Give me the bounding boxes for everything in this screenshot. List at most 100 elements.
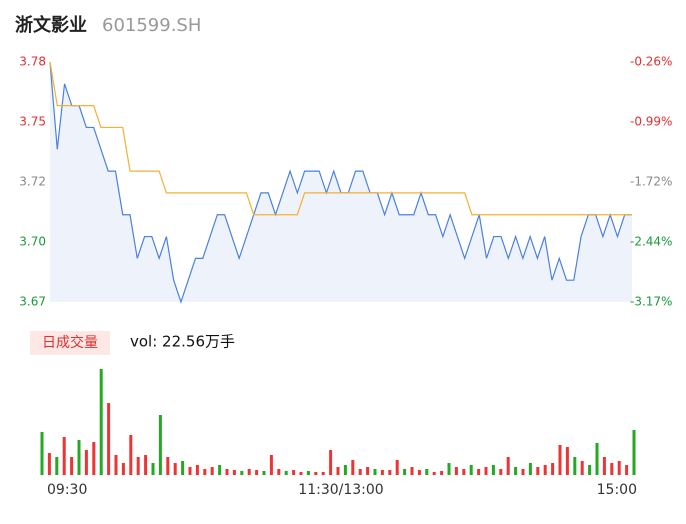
volume-bar bbox=[543, 465, 547, 475]
y2-tick-label: -2.44% bbox=[630, 235, 672, 249]
y-tick-label: 3.70 bbox=[19, 235, 46, 249]
volume-bar bbox=[484, 467, 488, 475]
volume-bar bbox=[380, 470, 384, 475]
volume-bar bbox=[314, 472, 318, 475]
volume-bar bbox=[425, 469, 429, 475]
volume-bar bbox=[558, 445, 562, 475]
volume-bar bbox=[588, 465, 592, 475]
volume-bar bbox=[129, 435, 133, 475]
volume-bar bbox=[195, 465, 199, 475]
volume-bar bbox=[40, 432, 44, 475]
volume-bar bbox=[151, 463, 155, 475]
volume-bar bbox=[477, 469, 481, 475]
volume-bar bbox=[55, 457, 59, 475]
y2-tick-label: -0.99% bbox=[630, 115, 672, 129]
volume-bar bbox=[499, 469, 503, 475]
volume-button-bg[interactable] bbox=[30, 331, 110, 355]
volume-bar bbox=[514, 467, 518, 475]
volume-bar bbox=[255, 470, 259, 475]
stock-name: 浙文影业 bbox=[15, 14, 87, 36]
volume-bar bbox=[210, 467, 214, 475]
volume-bar bbox=[432, 472, 436, 475]
volume-bar bbox=[403, 469, 407, 475]
volume-bar bbox=[447, 463, 451, 475]
volume-bar bbox=[232, 470, 236, 475]
volume-bar bbox=[506, 457, 510, 475]
volume-bar bbox=[136, 457, 140, 475]
average-line bbox=[49, 61, 632, 216]
volume-button[interactable]: 日成交量 bbox=[42, 334, 98, 351]
volume-bar bbox=[610, 463, 614, 475]
volume-bar bbox=[565, 447, 569, 475]
volume-bar bbox=[469, 465, 473, 475]
volume-bar bbox=[284, 471, 288, 475]
volume-bar bbox=[417, 470, 421, 475]
volume-bar bbox=[107, 403, 111, 475]
volume-bar bbox=[247, 469, 251, 475]
volume-bar bbox=[188, 467, 192, 475]
volume-bar bbox=[70, 457, 74, 475]
x-tick-label: 15:00 bbox=[597, 482, 637, 498]
volume-bar bbox=[262, 471, 266, 475]
volume-bar bbox=[203, 469, 207, 475]
volume-bar bbox=[395, 460, 399, 475]
y2-tick-label: -1.72% bbox=[630, 175, 672, 189]
volume-bar bbox=[454, 467, 458, 475]
x-tick-label: 09:30 bbox=[47, 482, 87, 498]
volume-bar bbox=[92, 442, 96, 475]
volume-bar bbox=[388, 470, 392, 475]
volume-bar bbox=[573, 457, 577, 475]
volume-bar bbox=[632, 430, 636, 475]
price-area bbox=[50, 62, 632, 302]
volume-bar bbox=[321, 472, 325, 475]
volume-bar bbox=[373, 469, 377, 475]
volume-bar bbox=[528, 463, 532, 475]
volume-bar bbox=[358, 469, 362, 475]
volume-bar bbox=[306, 471, 310, 475]
volume-bar bbox=[351, 460, 355, 475]
volume-bar bbox=[218, 465, 222, 475]
volume-bar bbox=[410, 467, 414, 475]
volume-bar bbox=[144, 455, 148, 475]
volume-bar bbox=[225, 469, 229, 475]
volume-bar bbox=[114, 455, 118, 475]
stock-code: 601599.SH bbox=[102, 15, 201, 36]
volume-bar bbox=[277, 469, 281, 475]
volume-bar bbox=[617, 461, 621, 475]
volume-bar bbox=[580, 461, 584, 475]
volume-bar bbox=[491, 465, 495, 475]
volume-bar bbox=[366, 467, 370, 475]
volume-text: vol: 22.56万手 bbox=[130, 333, 235, 351]
volume-bar bbox=[47, 453, 51, 475]
volume-bar bbox=[292, 470, 296, 475]
volume-bar bbox=[521, 469, 525, 475]
volume-bar bbox=[440, 471, 444, 475]
volume-bar bbox=[536, 467, 540, 475]
volume-bar bbox=[181, 461, 185, 475]
volume-bar bbox=[158, 415, 162, 475]
volume-bar bbox=[269, 455, 273, 475]
volume-bar bbox=[77, 440, 81, 475]
y-tick-label: 3.67 bbox=[19, 295, 46, 309]
volume-bar bbox=[343, 465, 347, 475]
y2-tick-label: -3.17% bbox=[630, 295, 672, 309]
volume-bar bbox=[166, 457, 170, 475]
y-tick-label: 3.75 bbox=[19, 115, 46, 129]
x-tick-label: 11:30/13:00 bbox=[298, 482, 383, 498]
volume-bar bbox=[336, 467, 340, 475]
volume-bar bbox=[625, 465, 629, 475]
y2-tick-label: -0.26% bbox=[630, 55, 672, 69]
volume-bar bbox=[551, 463, 555, 475]
volume-bar bbox=[173, 463, 177, 475]
volume-bar bbox=[99, 369, 103, 475]
y-tick-label: 3.78 bbox=[19, 55, 46, 69]
y-tick-label: 3.72 bbox=[19, 175, 46, 189]
volume-bar bbox=[329, 450, 333, 475]
volume-bar bbox=[299, 472, 303, 475]
volume-bar bbox=[84, 450, 88, 475]
volume-bar bbox=[121, 463, 125, 475]
volume-bar bbox=[462, 469, 466, 475]
volume-bar bbox=[62, 437, 66, 475]
volume-bar bbox=[595, 443, 599, 475]
